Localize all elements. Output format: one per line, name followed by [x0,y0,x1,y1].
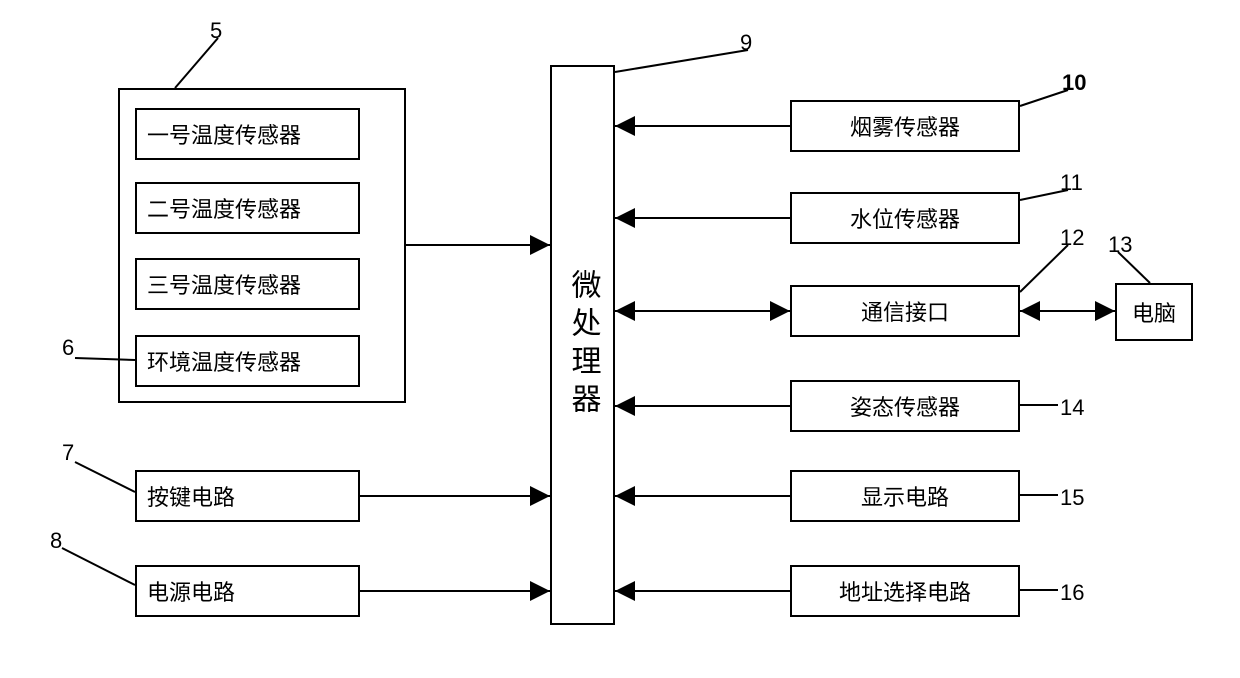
comm-block: 通信接口 [790,285,1020,337]
ref-6: 6 [62,335,74,361]
temp-sensor-1: 一号温度传感器 [135,108,360,160]
power-block: 电源电路 [135,565,360,617]
ref-16: 16 [1060,580,1084,606]
water-sensor-block: 水位传感器 [790,192,1020,244]
ref-5-num: 5 [210,18,222,43]
temp-sensor-1-label: 一号温度传感器 [147,118,301,150]
temp-sensor-2: 二号温度传感器 [135,182,360,234]
cpu-label: 微处理器 [561,269,605,421]
env-temp-sensor-label: 环境温度传感器 [147,345,301,377]
ref-15: 15 [1060,485,1084,511]
addr-label: 地址选择电路 [839,575,971,607]
ref-8: 8 [50,528,62,554]
ref-9-num: 9 [740,30,752,55]
smoke-sensor-label: 烟雾传感器 [850,110,960,142]
ref-14-num: 14 [1060,395,1084,420]
ref-12: 12 [1060,225,1084,251]
power-label: 电源电路 [147,575,235,607]
ref-15-num: 15 [1060,485,1084,510]
ref-5: 5 [210,18,222,44]
display-label: 显示电路 [861,480,949,512]
computer-label: 电脑 [1132,296,1176,328]
water-sensor-label: 水位传感器 [850,202,960,234]
ref-10: 10 [1062,70,1086,96]
attitude-sensor-label: 姿态传感器 [850,390,960,422]
ref-12-num: 12 [1060,225,1084,250]
cpu-block: 微处理器 [550,65,615,625]
ref-11-num: 11 [1060,170,1083,195]
ref-6-num: 6 [62,335,74,360]
env-temp-sensor: 环境温度传感器 [135,335,360,387]
ref-7-num: 7 [62,440,74,465]
ref-16-num: 16 [1060,580,1084,605]
computer-block: 电脑 [1115,283,1193,341]
keypad-label: 按键电路 [147,480,235,512]
keypad-block: 按键电路 [135,470,360,522]
smoke-sensor-block: 烟雾传感器 [790,100,1020,152]
addr-block: 地址选择电路 [790,565,1020,617]
comm-label: 通信接口 [861,295,949,327]
temp-sensor-2-label: 二号温度传感器 [147,192,301,224]
ref-9: 9 [740,30,752,56]
ref-11: 11 [1060,170,1083,196]
ref-8-num: 8 [50,528,62,553]
temp-sensor-3-label: 三号温度传感器 [147,268,301,300]
attitude-sensor-block: 姿态传感器 [790,380,1020,432]
ref-7: 7 [62,440,74,466]
ref-14: 14 [1060,395,1084,421]
ref-10-num: 10 [1062,70,1086,95]
ref-13: 13 [1108,232,1132,258]
ref-13-num: 13 [1108,232,1132,257]
display-block: 显示电路 [790,470,1020,522]
temp-sensor-3: 三号温度传感器 [135,258,360,310]
